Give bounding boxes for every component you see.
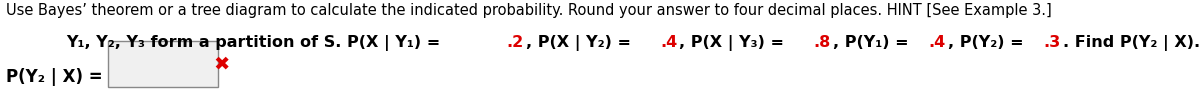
Text: Use Bayes’ theorem or a tree diagram to calculate the indicated probability. Rou: Use Bayes’ theorem or a tree diagram to … <box>6 3 1051 18</box>
Text: , P(X | Y₃) =: , P(X | Y₃) = <box>679 35 790 51</box>
Text: .4: .4 <box>929 35 946 50</box>
Text: , P(Y₁) =: , P(Y₁) = <box>833 35 914 50</box>
Text: ✖: ✖ <box>214 55 230 74</box>
Text: , P(Y₂) =: , P(Y₂) = <box>948 35 1028 50</box>
Text: .2: .2 <box>506 35 524 50</box>
Text: P(Y₂ | X) =: P(Y₂ | X) = <box>6 68 108 86</box>
Text: . Find P(Y₂ | X).: . Find P(Y₂ | X). <box>1063 35 1200 51</box>
Text: .8: .8 <box>814 35 830 50</box>
Text: .3: .3 <box>1044 35 1061 50</box>
Text: , P(X | Y₂) =: , P(X | Y₂) = <box>526 35 637 51</box>
Text: .4: .4 <box>660 35 678 50</box>
FancyBboxPatch shape <box>108 41 218 87</box>
Text: Y₁, Y₂, Y₃ form a partition of S. P(X | Y₁) =: Y₁, Y₂, Y₃ form a partition of S. P(X | … <box>66 35 446 51</box>
